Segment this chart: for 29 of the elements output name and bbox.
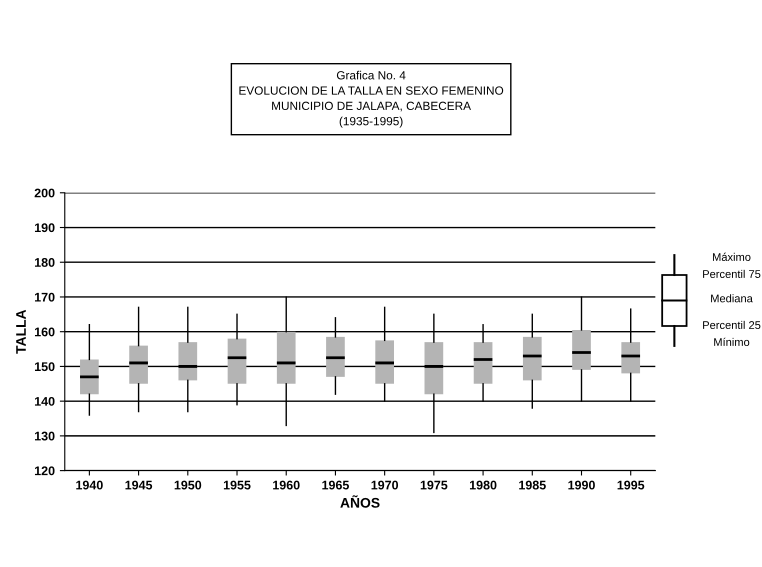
x-tick-label: 1990 — [568, 480, 595, 490]
x-tick-label: 1950 — [174, 480, 202, 490]
x-tick-label: 1975 — [420, 480, 448, 490]
y-tick-label: 190 — [34, 223, 55, 232]
text: Percentil 75 — [703, 270, 760, 278]
y-tick-label: 130 — [34, 432, 55, 441]
y-tick-label: 180 — [34, 258, 55, 267]
x-tick-label: 1995 — [618, 480, 644, 490]
y-tick-label: 200 — [34, 188, 55, 198]
text: Mediana — [711, 294, 753, 302]
x-axis-title: AÑOS — [340, 495, 380, 508]
x-tick-label: 1940 — [76, 480, 103, 490]
x-tick-label: 1970 — [372, 480, 398, 490]
text: Mínimo — [714, 338, 750, 346]
x-tick-label: 1985 — [519, 480, 546, 490]
text: Máximo — [712, 252, 750, 261]
y-tick-label: 170 — [34, 292, 55, 302]
y-axis-title: TALLA — [16, 310, 26, 354]
chart-title: Grafica No. 4 EVOLUCION DE LA TALLA EN SEXO FEMENINO MUNICIPIO DE JALAPA, CABECERA (1935-1995) — [239, 70, 504, 128]
x-tick-label: 1945 — [125, 480, 152, 490]
y-tick-label: 150 — [34, 362, 55, 372]
x-tick-label: 1960 — [273, 480, 300, 490]
x-tick-label: 1955 — [224, 480, 251, 490]
y-tick-label: 120 — [34, 466, 55, 476]
y-tick-label: 160 — [34, 327, 55, 336]
text: Percentil 25 — [703, 320, 760, 330]
y-tick-label: 140 — [34, 396, 55, 406]
x-tick-label: 1980 — [470, 480, 496, 490]
x-tick-label: 1965 — [322, 480, 349, 490]
